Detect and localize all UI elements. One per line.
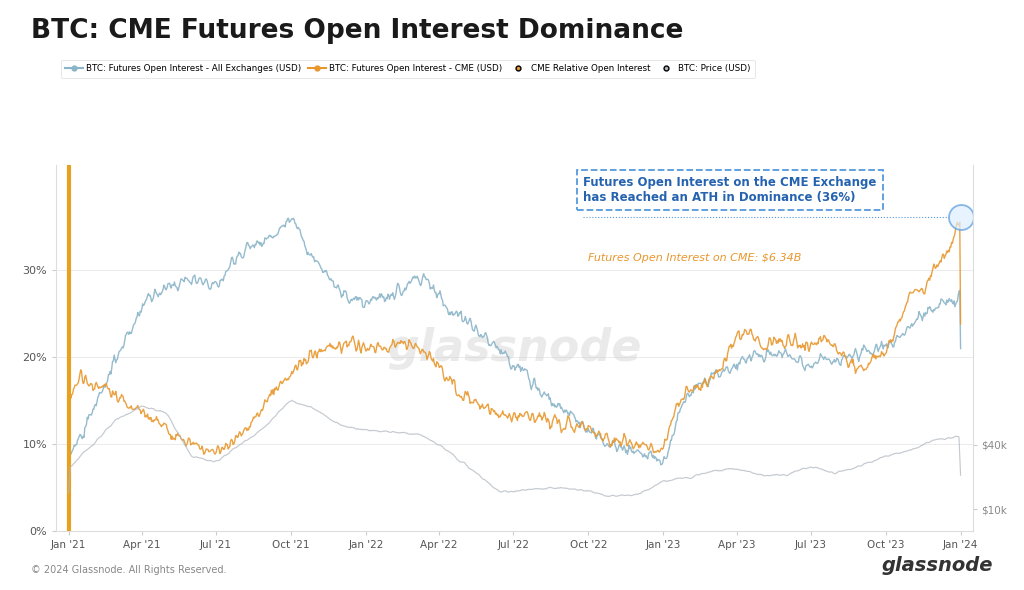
Text: glassnode: glassnode <box>882 556 993 575</box>
Legend: BTC: Futures Open Interest - All Exchanges (USD), BTC: Futures Open Interest - C: BTC: Futures Open Interest - All Exchang… <box>60 60 755 78</box>
Text: Futures Open Interest on CME: $6.34B: Futures Open Interest on CME: $6.34B <box>588 253 801 263</box>
Text: glassnode: glassnode <box>387 327 642 369</box>
Text: Futures Open Interest on the CME Exchange
has Reached an ATH in Dominance (36%): Futures Open Interest on the CME Exchang… <box>584 176 877 204</box>
Text: © 2024 Glassnode. All Rights Reserved.: © 2024 Glassnode. All Rights Reserved. <box>31 565 226 575</box>
Text: BTC: CME Futures Open Interest Dominance: BTC: CME Futures Open Interest Dominance <box>31 18 683 44</box>
